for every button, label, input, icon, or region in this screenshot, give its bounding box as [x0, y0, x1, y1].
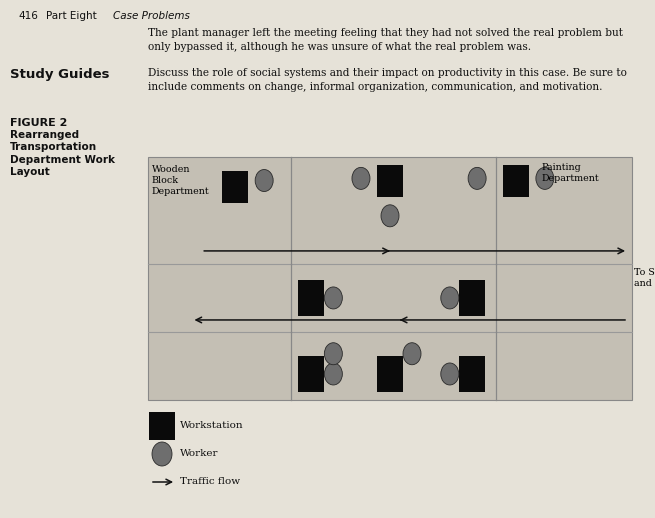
Ellipse shape [468, 167, 486, 190]
Ellipse shape [381, 205, 399, 227]
Ellipse shape [324, 287, 343, 309]
Text: Workstation: Workstation [180, 422, 244, 430]
Text: Case Problems: Case Problems [113, 11, 190, 21]
Bar [222, 171, 248, 203]
Text: Painting
Department: Painting Department [542, 163, 599, 183]
Ellipse shape [441, 363, 458, 385]
Text: Discuss the role of social systems and their impact on productivity in this case: Discuss the role of social systems and t… [148, 68, 627, 92]
Bar [503, 165, 529, 196]
Text: Rearranged
Transportation
Department Work
Layout: Rearranged Transportation Department Wor… [10, 130, 115, 177]
Ellipse shape [536, 167, 554, 190]
Ellipse shape [152, 442, 172, 466]
Ellipse shape [403, 343, 421, 365]
Ellipse shape [255, 169, 273, 192]
Text: Traffic flow: Traffic flow [180, 478, 240, 486]
Bar [298, 280, 324, 316]
Bar [377, 356, 403, 392]
Bar [458, 356, 485, 392]
Text: To Shipping
and Receiving: To Shipping and Receiving [634, 268, 655, 288]
Ellipse shape [324, 343, 343, 365]
Text: 416: 416 [18, 11, 38, 21]
Text: Study Guides: Study Guides [10, 68, 109, 81]
Text: Worker: Worker [180, 450, 219, 458]
Ellipse shape [352, 167, 370, 190]
Text: The plant manager left the meeting feeling that they had not solved the real pro: The plant manager left the meeting feeli… [148, 28, 623, 52]
Text: FIGURE 2: FIGURE 2 [10, 118, 67, 128]
Bar [458, 280, 485, 316]
Ellipse shape [441, 287, 458, 309]
Bar [149, 412, 175, 440]
Bar [298, 356, 324, 392]
Text: Part Eight: Part Eight [46, 11, 97, 21]
Ellipse shape [324, 363, 343, 385]
Bar [148, 157, 632, 400]
Text: Wooden
Block
Department: Wooden Block Department [152, 165, 210, 196]
Bar [377, 165, 403, 196]
